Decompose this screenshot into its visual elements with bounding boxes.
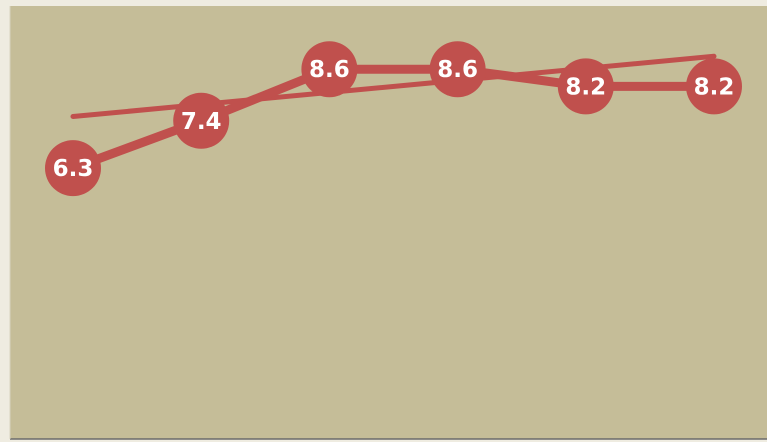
data-label: 8.2 bbox=[694, 74, 735, 100]
data-label: 8.6 bbox=[309, 57, 350, 83]
data-point-marker bbox=[429, 41, 486, 98]
data-label: 7.4 bbox=[181, 109, 222, 135]
data-label: 6.3 bbox=[53, 156, 94, 182]
plot-area bbox=[10, 6, 767, 439]
data-point-marker bbox=[173, 92, 230, 149]
data-point-marker bbox=[45, 140, 101, 197]
data-label: 8.6 bbox=[437, 57, 478, 83]
data-label: 8.2 bbox=[565, 74, 606, 100]
data-point-marker bbox=[686, 58, 742, 115]
data-point-marker bbox=[557, 58, 614, 115]
data-point-marker bbox=[301, 41, 358, 98]
